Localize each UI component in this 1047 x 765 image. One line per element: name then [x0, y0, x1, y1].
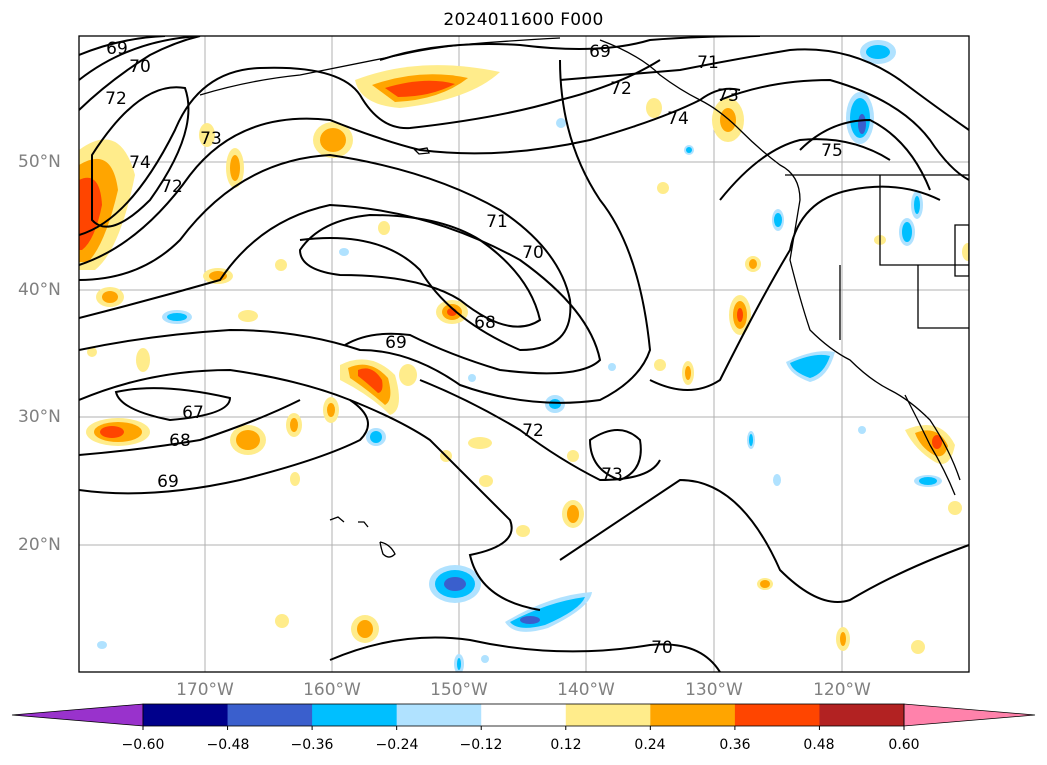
contour-line [559, 478, 969, 603]
colorbar-tick-label: −0.24 [375, 737, 419, 753]
lon-label: 120°W [813, 680, 871, 700]
contour-line [79, 36, 201, 81]
contour-line [79, 399, 301, 456]
colorbar-tick-label: 0.36 [719, 737, 751, 753]
lon-label: 170°W [176, 680, 234, 700]
border-states [879, 175, 969, 266]
contour-line [719, 138, 891, 201]
coastline-baja [904, 394, 956, 496]
coastline-north-america [599, 39, 961, 481]
contour-line [298, 213, 542, 328]
contour-label: 72 [610, 79, 632, 99]
contour-line [79, 153, 572, 352]
contour-label: 67 [182, 403, 204, 423]
contour-line [719, 78, 969, 181]
island [413, 147, 430, 155]
contour-line [588, 429, 642, 482]
contour-label: 72 [161, 177, 183, 197]
lon-label: 140°W [557, 680, 615, 700]
contour-line [79, 399, 369, 495]
colorbar-tick-label: −0.12 [459, 737, 503, 753]
coastlines [199, 37, 969, 558]
contour-label: 70 [651, 638, 673, 658]
colorbar-segment [734, 704, 820, 726]
contour-label: 73 [200, 129, 222, 149]
contour-line [79, 87, 741, 266]
colorbar-tick-label: −0.36 [290, 737, 334, 753]
lat-label: 30°N [18, 407, 61, 427]
colorbar-segment [143, 704, 229, 726]
contour-labels: 69 70 72 73 74 72 71 70 69 68 67 68 69 7… [105, 39, 843, 658]
contour-label: 70 [129, 57, 151, 77]
contour-label: 69 [106, 39, 128, 59]
contour-line [419, 379, 661, 482]
colorbar-segment [227, 704, 313, 726]
contour-line [329, 636, 721, 672]
contour-label: 74 [129, 153, 151, 173]
contour-line [799, 118, 931, 191]
lat-label: 20°N [18, 535, 61, 555]
contour-line [79, 368, 541, 611]
lat-label: 40°N [18, 280, 61, 300]
height-contours [79, 36, 969, 672]
colorbar-segment [312, 704, 398, 726]
coastline-aleutians [199, 37, 561, 96]
colorbar-extend-min [11, 703, 144, 727]
contour-line [79, 36, 201, 111]
colorbar-tick-label: 0.24 [634, 737, 666, 753]
colorbar-segment [396, 704, 482, 726]
contour-line [79, 59, 661, 236]
hawaii-islands [379, 541, 396, 558]
colorbar-tick-label: 0.12 [550, 737, 582, 753]
contour-label: 69 [157, 472, 179, 492]
contour-label: 68 [474, 313, 496, 333]
contour-label: 73 [717, 86, 739, 106]
contour-label: 69 [589, 42, 611, 62]
colorbar-tick-label: 0.60 [888, 737, 920, 753]
contour-line [379, 36, 761, 61]
contour-line [91, 86, 190, 228]
contour-line [649, 185, 941, 391]
contour-label: 74 [667, 109, 689, 129]
contour-label: 71 [486, 212, 508, 232]
contour-line [79, 59, 652, 404]
positive-anomaly-shading [79, 65, 969, 654]
contour-label: 69 [385, 333, 407, 353]
colorbar-segment [565, 704, 651, 726]
colorbar-segment [650, 704, 736, 726]
contour-line [559, 48, 969, 131]
colorbar [11, 703, 1036, 730]
colorbar-tick-label: −0.48 [206, 737, 250, 753]
map-frame [78, 35, 970, 673]
border-states [954, 224, 969, 277]
lon-label: 150°W [430, 680, 488, 700]
colorbar-tick-label: −0.60 [121, 737, 165, 753]
colorbar-segment [819, 704, 905, 726]
contour-line [79, 203, 602, 375]
border-states [917, 265, 969, 329]
contour-label: 68 [169, 431, 191, 451]
colorbar-outline [142, 703, 905, 727]
colorbar-tick-label: 0.48 [803, 737, 835, 753]
contour-label: 72 [522, 421, 544, 441]
map-content [79, 36, 969, 672]
hawaii-islands [358, 521, 369, 528]
lon-label: 160°W [303, 680, 361, 700]
negative-anomaly-shading [97, 40, 942, 672]
lon-label: 130°W [685, 680, 743, 700]
contour-label: 72 [105, 89, 127, 109]
colorbar-segment [481, 704, 567, 726]
contour-label: 73 [601, 465, 623, 485]
contour-label: 75 [821, 141, 843, 161]
contour-line [114, 387, 232, 422]
contour-label: 71 [697, 53, 719, 73]
map-title: 2024011600 F000 [443, 10, 604, 30]
contour-label: 70 [522, 243, 544, 263]
hawaii-islands [329, 516, 345, 523]
colorbar-extend-max [903, 703, 1036, 727]
lat-label: 50°N [18, 152, 61, 172]
